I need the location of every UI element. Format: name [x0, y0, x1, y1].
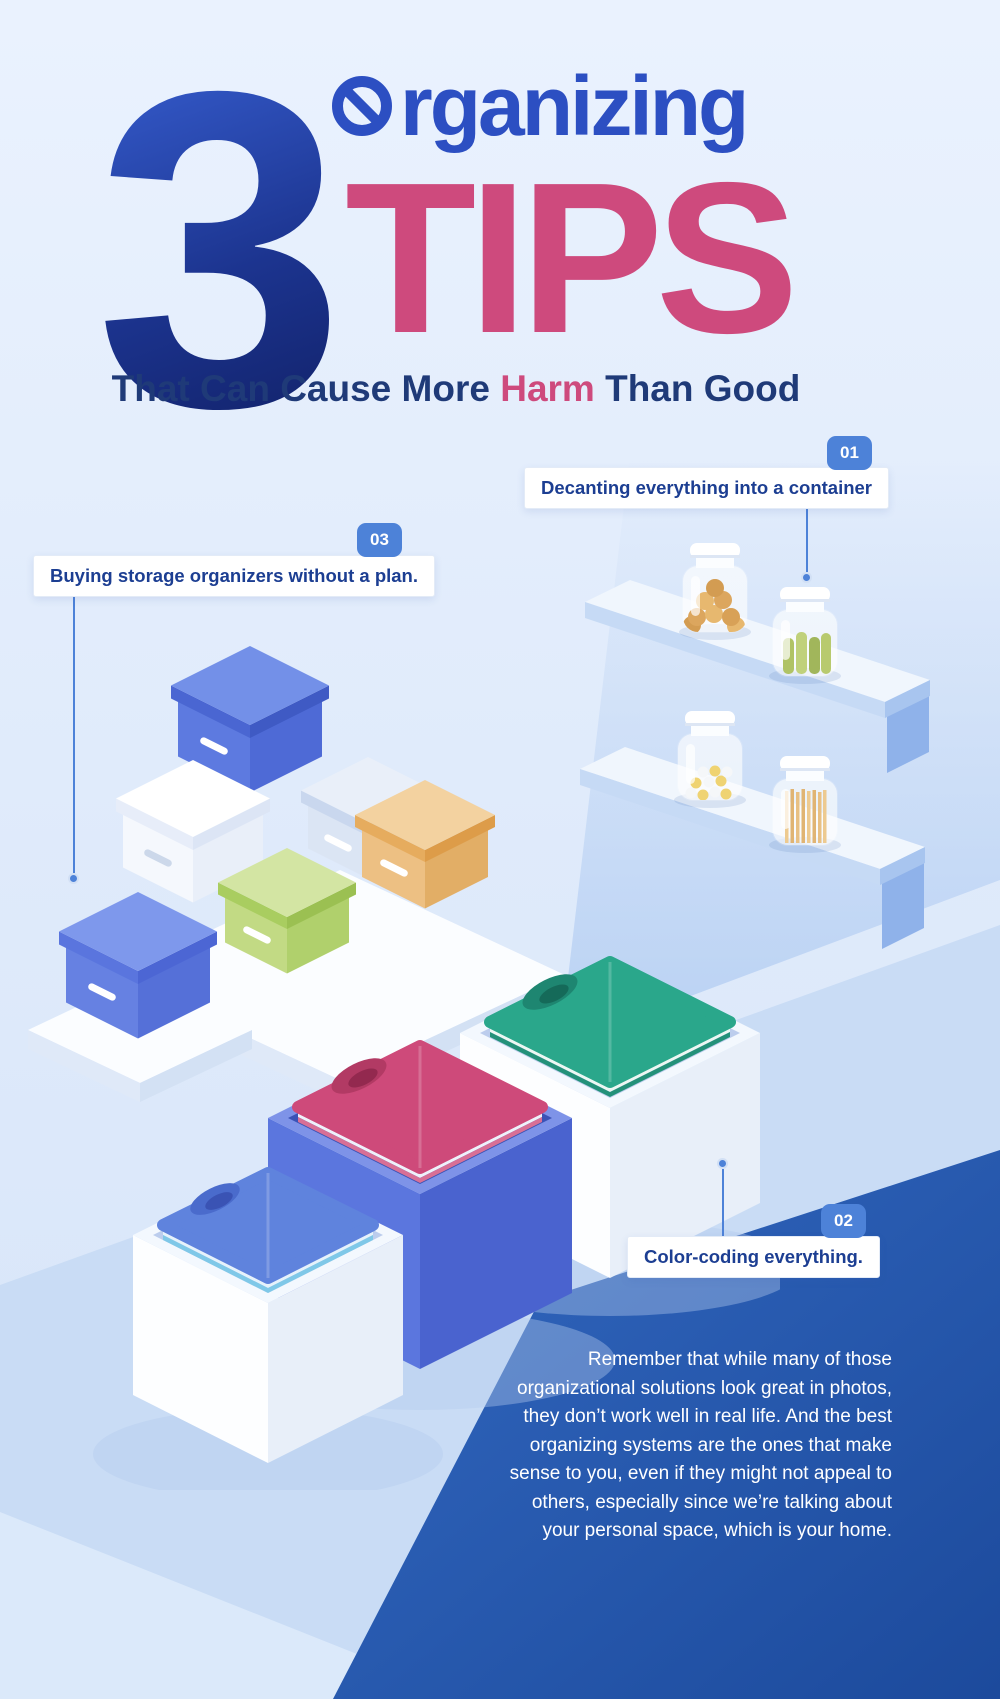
storage-box-blue-top — [171, 646, 329, 793]
title-area: 3 rganizing TIPS That Can Cause More Har… — [0, 0, 1000, 475]
callout-02-label: Color-coding everything. — [627, 1236, 880, 1278]
callout-01-connector-line — [806, 505, 808, 572]
storage-box-orange — [355, 780, 495, 909]
callout-02-connector-dot — [717, 1158, 728, 1169]
jars-shelves-illustration — [580, 543, 930, 949]
callout-01-label: Decanting everything into a container — [524, 467, 890, 509]
subtitle-pre: That Can Cause More — [111, 368, 501, 409]
storage-boxes-illustration — [28, 646, 565, 1102]
shelf-upper — [585, 580, 930, 773]
jar-pickles — [769, 587, 841, 684]
callout-03-badge: 03 — [357, 523, 402, 557]
callout-02-badge: 02 — [821, 1204, 866, 1238]
jar-pills — [674, 711, 746, 808]
subtitle-highlight: Harm — [500, 368, 595, 409]
callout-03-connector-line — [73, 593, 75, 873]
shelf-lower — [580, 747, 925, 949]
storage-box-white — [116, 760, 270, 903]
storage-box-blue-bottom — [59, 892, 217, 1039]
title-organizing: rganizing — [332, 59, 749, 153]
bin-blue-shirts — [93, 1167, 443, 1490]
floor-corner — [0, 1512, 470, 1699]
footer-paragraph: Remember that while many of those organi… — [509, 1349, 892, 1541]
title-organizing-text: rganizing — [400, 59, 749, 153]
title-number: 3 — [95, 0, 346, 501]
callout-01-badge: 01 — [827, 436, 872, 470]
callout-03-label: Buying storage organizers without a plan… — [33, 555, 435, 597]
callout-02-connector-line — [722, 1169, 724, 1237]
storage-box-green — [218, 848, 356, 974]
footer-panel — [333, 1150, 1000, 1699]
jar-snacks — [679, 543, 751, 640]
title-subtitle: That Can Cause More Harm Than Good — [0, 368, 912, 410]
title-tips: TIPS — [345, 137, 799, 378]
jar-pasta — [769, 756, 841, 853]
callout-01-connector-dot — [801, 572, 812, 583]
subtitle-post: Than Good — [594, 368, 801, 409]
bin-pink-shirts — [225, 1040, 615, 1410]
no-symbol-icon — [332, 76, 392, 136]
callout-03-connector-dot — [68, 873, 79, 884]
